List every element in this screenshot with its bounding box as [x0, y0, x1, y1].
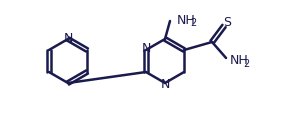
Text: N: N — [141, 43, 151, 55]
Text: 2: 2 — [190, 18, 196, 28]
Text: N: N — [63, 31, 73, 45]
Text: N: N — [160, 77, 170, 91]
Text: NH: NH — [177, 14, 196, 26]
Text: S: S — [223, 16, 231, 30]
Text: 2: 2 — [243, 59, 249, 69]
Text: NH: NH — [230, 54, 249, 68]
